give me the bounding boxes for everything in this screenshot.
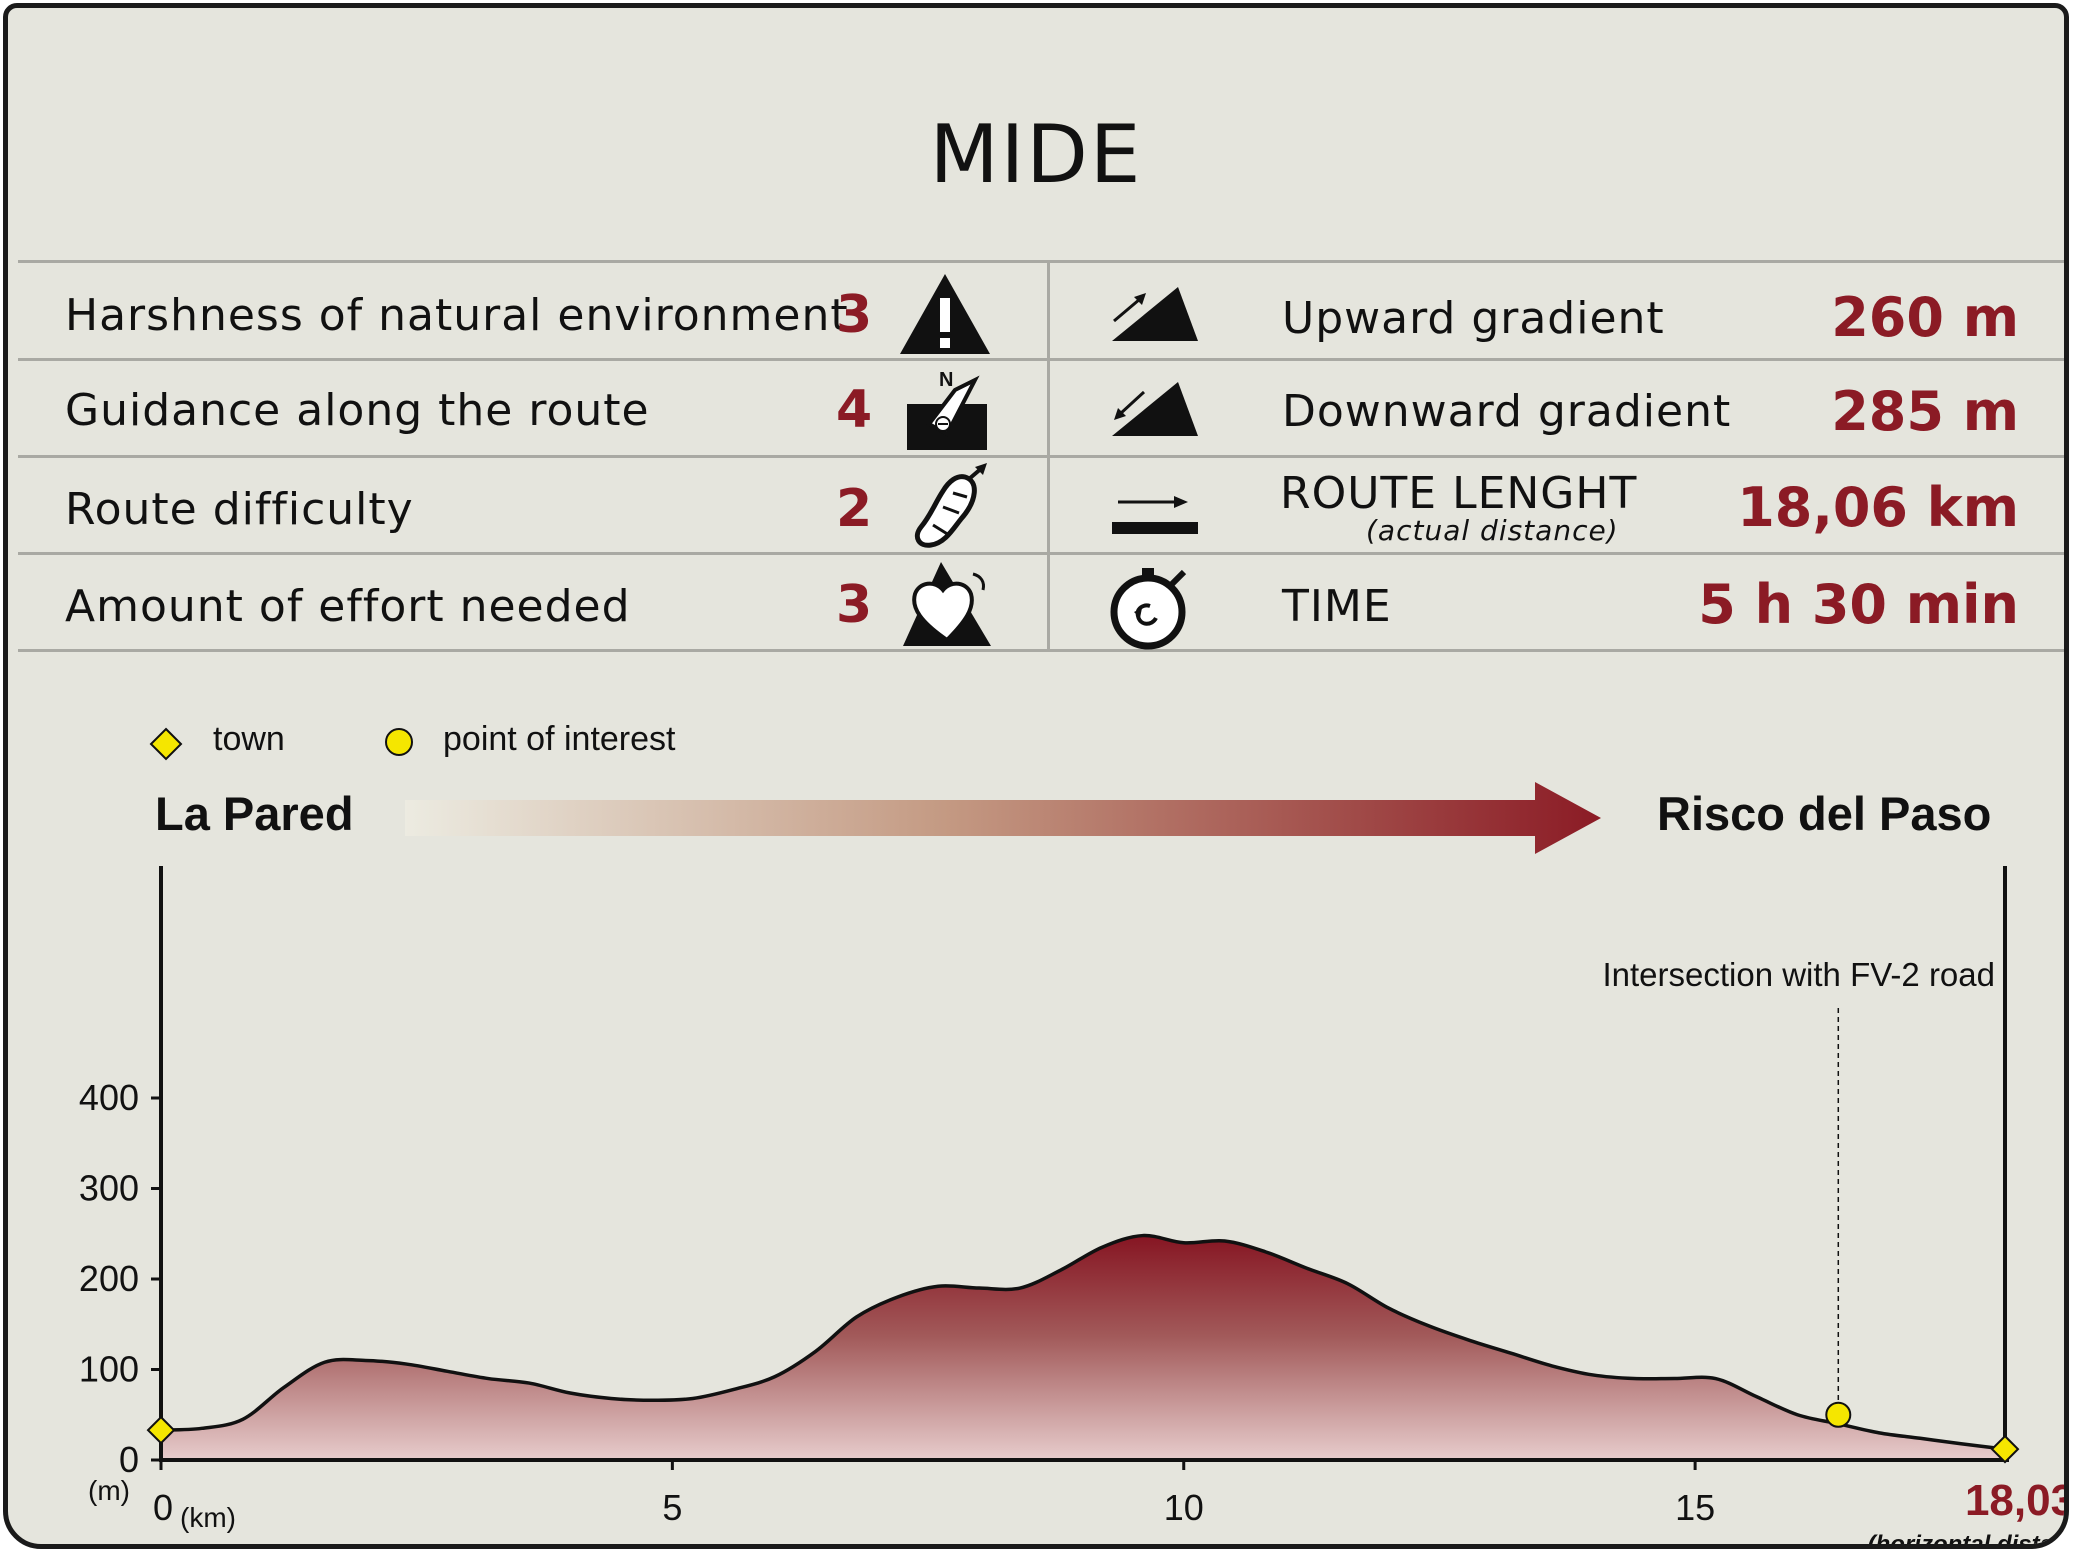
town-marker — [1990, 1434, 2020, 1464]
distance-arrow-icon — [1112, 496, 1198, 534]
y-unit-label: (m) — [88, 1475, 130, 1506]
town-marker-icon — [149, 727, 183, 761]
svg-text:N: N — [939, 369, 953, 391]
mide-value-difficulty: 2 — [836, 479, 873, 539]
table-divider — [18, 455, 2064, 458]
mide-value-guidance: 4 — [836, 380, 873, 440]
town-marker — [146, 1415, 176, 1445]
page-title: MIDE — [929, 108, 1143, 201]
legend-town-label: town — [213, 720, 285, 758]
x-tick-label: 15 — [1675, 1487, 1715, 1528]
mide-label-harshness: Harshness of natural environment — [65, 290, 849, 341]
table-column-divider — [1047, 260, 1050, 652]
y-tick-label: 300 — [79, 1168, 139, 1209]
y-tick-label: 0 — [119, 1439, 139, 1480]
poi-marker — [1825, 1401, 1852, 1428]
x-tick-label: 0 — [153, 1487, 173, 1528]
elevation-area — [161, 1235, 2005, 1460]
elevation-line — [160, 1233, 2006, 1451]
compass-signpost-icon: N — [907, 369, 987, 450]
mide-label-guidance: Guidance along the route — [65, 385, 650, 436]
y-tick-label: 200 — [79, 1258, 139, 1299]
heart-mountain-icon — [903, 562, 991, 646]
x-unit-label: (km) — [180, 1502, 236, 1533]
mide-value-upward: 260 m — [1831, 286, 2019, 349]
mide-value-length: 18,06 km — [1737, 476, 2019, 539]
x-tick-label: 5 — [662, 1487, 682, 1528]
stopwatch-icon — [1110, 568, 1187, 650]
mide-sublabel-length: (actual distance) — [1366, 514, 1619, 547]
mide-label-upward: Upward gradient — [1282, 293, 1665, 344]
poi-marker-icon — [385, 728, 413, 756]
mide-value-effort: 3 — [836, 575, 873, 635]
table-divider — [18, 358, 2064, 361]
mide-value-harshness: 3 — [836, 285, 873, 345]
uphill-icon — [1112, 287, 1198, 341]
route-direction-arrow — [405, 782, 1601, 854]
mide-value-downward: 285 m — [1831, 380, 2019, 443]
mide-label-time: TIME — [1282, 581, 1392, 632]
route-start-label: La Pared — [155, 787, 354, 840]
end-distance-sublabel: (horizontal distance) — [1868, 1531, 2069, 1549]
mide-value-time: 5 h 30 min — [1698, 573, 2019, 636]
mide-label-effort: Amount of effort needed — [65, 581, 631, 632]
mide-card: MIDE Harshness of natural environment 3 … — [3, 3, 2069, 1549]
y-tick-label: 100 — [79, 1349, 139, 1390]
warning-triangle-icon — [900, 274, 990, 354]
elevation-profile-chart: Intersection with FV-2 road 010020030040… — [79, 866, 2069, 1549]
annotation-label: Intersection with FV-2 road — [1602, 956, 1995, 993]
table-divider — [18, 552, 2064, 555]
x-tick-label: 10 — [1164, 1487, 1204, 1528]
y-tick-label: 400 — [79, 1077, 139, 1118]
legend-poi-label: point of interest — [443, 720, 676, 758]
mide-label-downward: Downward gradient — [1282, 386, 1732, 437]
downhill-icon — [1112, 382, 1198, 436]
route-end-label: Risco del Paso — [1657, 787, 1992, 840]
end-distance-value: 18,03 — [1965, 1476, 2069, 1525]
mide-label-length: ROUTE LENGHT — [1280, 468, 1638, 519]
table-divider — [18, 649, 2064, 652]
footprint-icon — [914, 463, 987, 548]
mide-label-difficulty: Route difficulty — [65, 484, 414, 535]
table-divider — [18, 260, 2064, 263]
